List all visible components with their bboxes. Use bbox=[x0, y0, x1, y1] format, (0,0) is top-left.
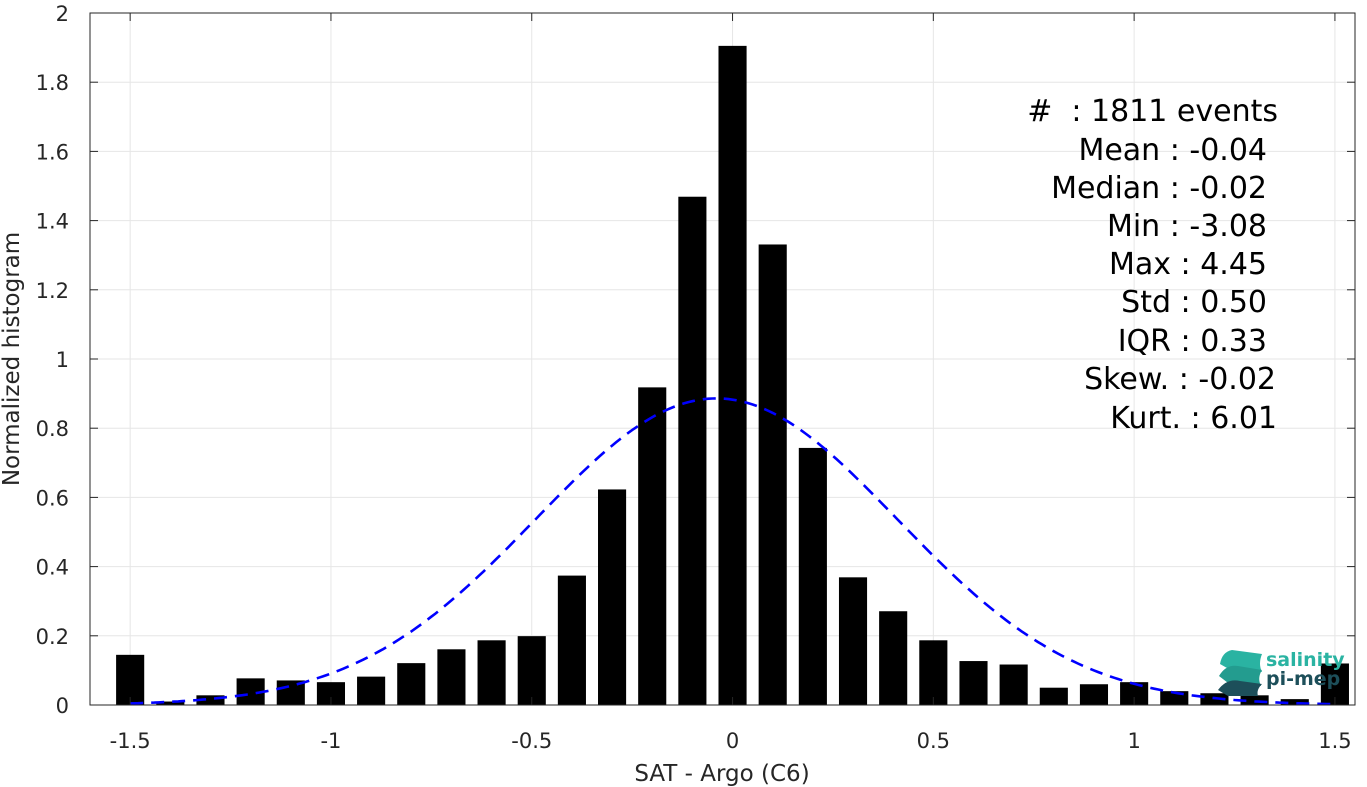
y-tick-label-8: 1.6 bbox=[36, 140, 69, 164]
histogram-bar-6 bbox=[357, 676, 386, 705]
stat-max: Max : 4.45 bbox=[1109, 247, 1267, 282]
logo-salinity: salinity bbox=[1266, 649, 1345, 671]
x-tick-label-2: -0.5 bbox=[511, 729, 552, 753]
histogram-bar-2 bbox=[196, 695, 225, 705]
logo-pimep: pi-mep bbox=[1266, 668, 1340, 690]
histogram-bar-29 bbox=[1280, 699, 1309, 705]
x-tick-labels: -1.5 -1 -0.5 0 0.5 1 1.5 bbox=[110, 729, 1352, 753]
histogram-bar-15 bbox=[718, 45, 747, 706]
x-tick-label-4: 0.5 bbox=[917, 729, 950, 753]
y-tick-label-2: 0.4 bbox=[36, 556, 69, 580]
histogram-bar-21 bbox=[959, 661, 988, 705]
x-tick-label-1: -1 bbox=[320, 729, 341, 753]
histogram-bar-24 bbox=[1079, 684, 1109, 705]
y-axis-title: Normalized histogram bbox=[0, 232, 25, 486]
axis-ticks bbox=[90, 12, 1355, 706]
salinity-pimep-logo: salinity pi-mep bbox=[1218, 649, 1345, 696]
histogram-bar-22 bbox=[999, 664, 1028, 705]
histogram-bar-5 bbox=[316, 682, 346, 705]
y-tick-label-4: 0.8 bbox=[36, 417, 69, 441]
x-tick-label-5: 1 bbox=[1127, 729, 1140, 753]
histogram-bar-0 bbox=[116, 654, 145, 705]
stat-min: Min : -3.08 bbox=[1107, 209, 1267, 244]
wave-stack-icon bbox=[1218, 650, 1262, 696]
stat-median: Median : -0.02 bbox=[1051, 171, 1267, 206]
stat-std: Std : 0.50 bbox=[1121, 285, 1267, 320]
stat-skew: Skew. : -0.02 bbox=[1084, 362, 1276, 397]
histogram-bar-23 bbox=[1039, 687, 1068, 705]
histogram-bar-12 bbox=[598, 489, 627, 705]
stat-mean: Mean : -0.04 bbox=[1078, 133, 1267, 168]
stats-annotation: # : 1811 events Mean : -0.04 Median : -0… bbox=[1027, 94, 1278, 436]
histogram-bar-9 bbox=[477, 640, 506, 705]
y-tick-label-5: 1 bbox=[56, 348, 69, 372]
histogram-bars bbox=[116, 45, 1349, 706]
histogram-bar-18 bbox=[838, 577, 868, 705]
y-tick-labels: 0 0.2 0.4 0.6 0.8 1 1.2 1.4 1.6 1.8 2 bbox=[36, 2, 69, 718]
x-axis-title: SAT - Argo (C6) bbox=[634, 761, 809, 787]
x-tick-label-3: 0 bbox=[726, 729, 739, 753]
histogram-bar-14 bbox=[678, 196, 707, 705]
histogram-bar-19 bbox=[879, 611, 908, 705]
histogram-bar-7 bbox=[397, 663, 426, 705]
stat-events: # : 1811 events bbox=[1027, 94, 1278, 129]
histogram-bar-11 bbox=[557, 575, 586, 705]
y-tick-label-1: 0.2 bbox=[36, 625, 69, 649]
stat-kurt: Kurt. : 6.01 bbox=[1110, 401, 1277, 436]
histogram-bar-20 bbox=[919, 640, 948, 705]
histogram-bar-25 bbox=[1120, 682, 1149, 705]
y-tick-label-10: 2 bbox=[56, 2, 69, 26]
y-tick-label-7: 1.4 bbox=[36, 210, 69, 234]
histogram-bar-8 bbox=[437, 649, 466, 705]
gaussian-fit-curve bbox=[130, 397, 1335, 706]
y-tick-label-9: 1.8 bbox=[36, 71, 69, 95]
y-tick-label-0: 0 bbox=[56, 694, 69, 718]
histogram-bar-17 bbox=[798, 447, 827, 705]
histogram-bar-10 bbox=[517, 636, 546, 705]
y-tick-label-6: 1.2 bbox=[36, 279, 69, 303]
histogram-bar-13 bbox=[638, 387, 667, 705]
x-tick-label-0: -1.5 bbox=[110, 729, 151, 753]
histogram-bar-1 bbox=[156, 701, 185, 705]
histogram-bar-16 bbox=[758, 244, 787, 705]
stat-iqr: IQR : 0.33 bbox=[1118, 324, 1267, 359]
y-tick-label-3: 0.6 bbox=[36, 486, 69, 510]
x-tick-label-6: 1.5 bbox=[1318, 729, 1351, 753]
